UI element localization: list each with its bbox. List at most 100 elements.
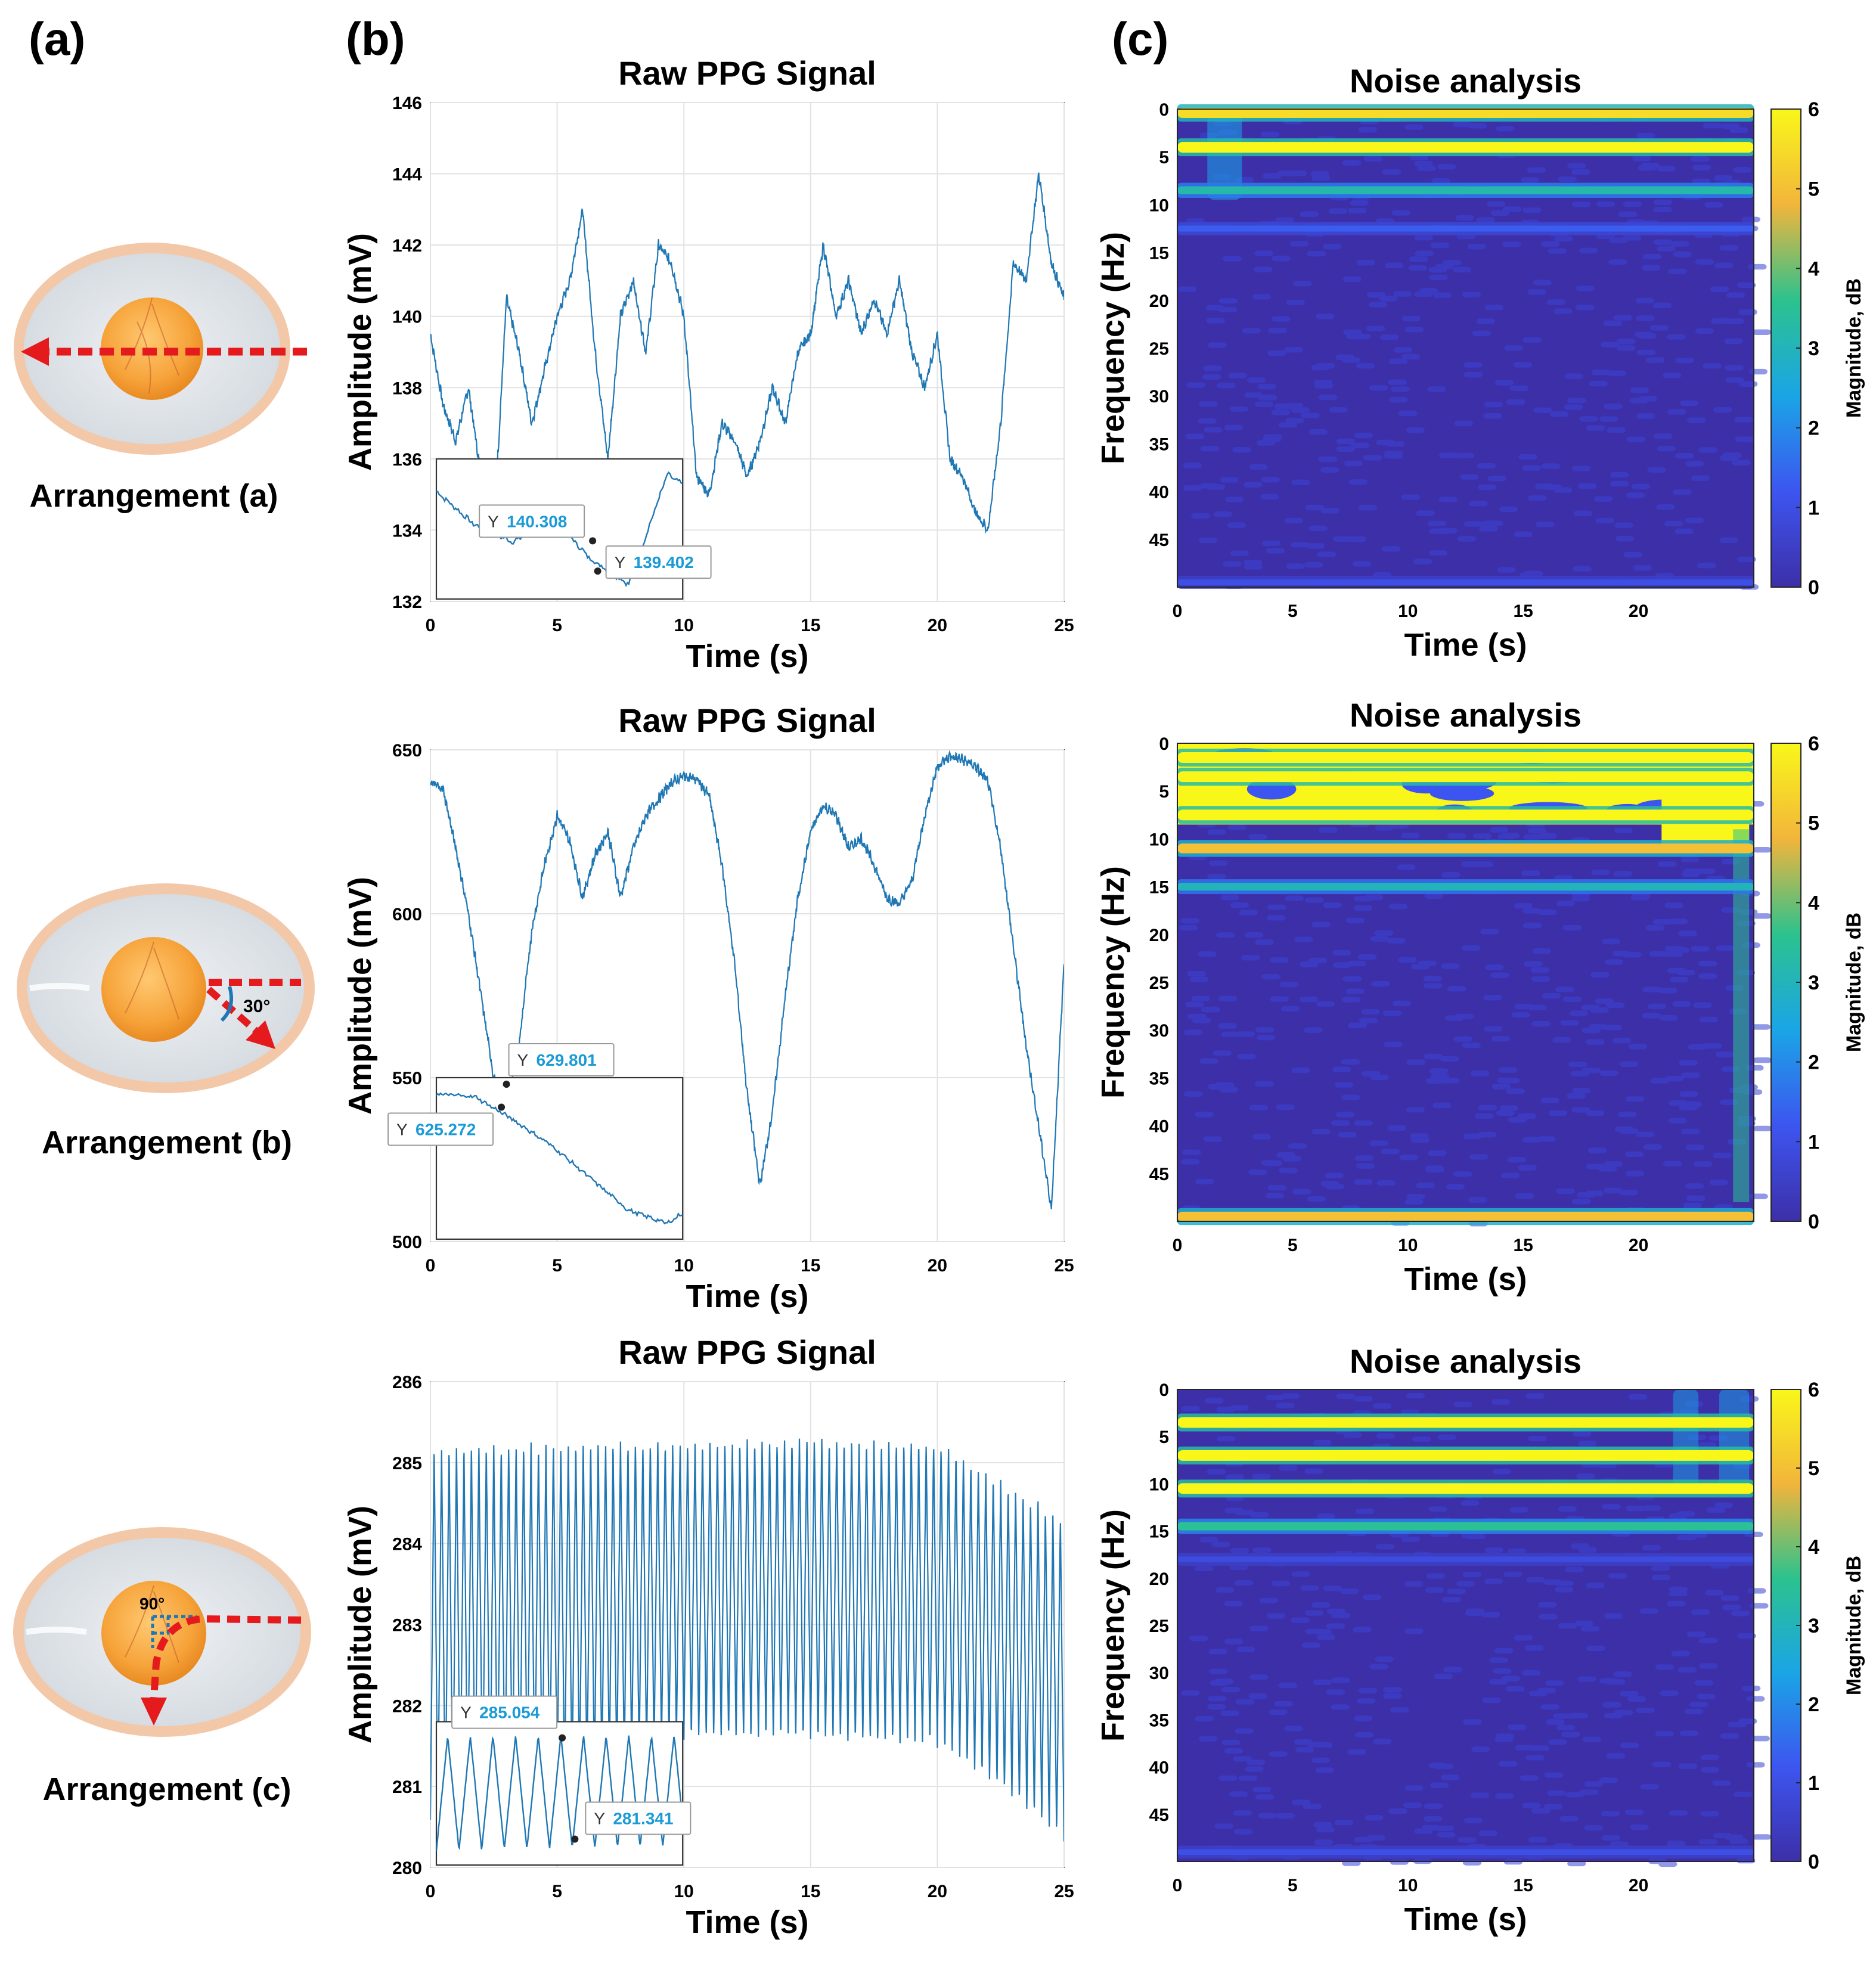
- heatmap-cell: [1461, 1500, 1480, 1506]
- heatmap-cell: [1710, 286, 1729, 293]
- heatmap-cell: [1559, 1816, 1579, 1822]
- heatmap-cell: [1326, 1689, 1345, 1695]
- heatmap-cell: [1576, 305, 1595, 311]
- heatmap-cell: [1452, 266, 1472, 273]
- heatmap-cell: [1558, 176, 1577, 182]
- heatmap-cell: [1428, 1506, 1447, 1512]
- heatmap-cell: [1474, 1113, 1494, 1119]
- heatmap-cell: [1401, 315, 1421, 322]
- heatmap-cell: [1290, 542, 1310, 548]
- heatmap-cell: [1725, 365, 1744, 371]
- heatmap-cell: [1685, 1183, 1704, 1189]
- frequency-band: [1177, 107, 1754, 118]
- heatmap-cell: [1518, 1165, 1537, 1171]
- heatmap-cell: [1441, 963, 1460, 969]
- heatmap-cell: [1610, 471, 1629, 478]
- heatmap-cell: [1391, 386, 1410, 392]
- heatmap-cell: [1382, 1010, 1401, 1016]
- heatmap-cell: [1313, 1629, 1332, 1635]
- heatmap-cell: [1431, 178, 1450, 184]
- heatmap-cell: [1427, 1573, 1446, 1579]
- heatmap-cell: [1268, 327, 1287, 334]
- heatmap-cell: [1746, 1762, 1765, 1768]
- heatmap-cell: [1345, 917, 1365, 924]
- heatmap-cell: [1599, 416, 1618, 422]
- x-tick-label: 25: [1054, 1882, 1074, 1901]
- heatmap-cell: [1606, 1753, 1626, 1759]
- datatip-marker: [498, 1103, 506, 1111]
- heatmap-cell: [1463, 1719, 1482, 1725]
- heatmap-cell: [1285, 895, 1304, 901]
- heatmap-cell: [1522, 923, 1542, 929]
- heatmap-cell: [1753, 846, 1772, 853]
- heatmap-cell: [1550, 411, 1569, 417]
- heatmap-cell: [1248, 1693, 1267, 1699]
- heatmap-cell: [1447, 1588, 1466, 1594]
- heatmap-cell: [1675, 453, 1694, 459]
- heatmap-cell: [1244, 932, 1264, 938]
- heatmap-cell: [1655, 1730, 1674, 1737]
- heatmap-cell: [1306, 543, 1325, 549]
- heatmap-cell: [1555, 986, 1574, 992]
- datatip-value: 140.308: [507, 512, 567, 530]
- heatmap-cell: [1356, 1163, 1375, 1169]
- heatmap-cell: [1380, 334, 1399, 340]
- x-tick-label: 10: [674, 1882, 694, 1901]
- heatmap-cell: [1229, 406, 1249, 412]
- heatmap-cell: [1556, 901, 1575, 907]
- datatip-value: 139.402: [634, 553, 694, 572]
- heatmap-cell: [1468, 123, 1487, 129]
- heatmap-cell: [1737, 282, 1756, 288]
- heatmap-cell: [1571, 896, 1590, 902]
- heatmap-cell: [1368, 302, 1387, 308]
- datatip-marker: [559, 1734, 566, 1742]
- heatmap-cell: [1224, 1748, 1244, 1754]
- heatmap-cell: [1342, 160, 1362, 166]
- heatmap-cell: [1376, 1433, 1395, 1439]
- datatip: Y 285.054: [451, 1695, 558, 1729]
- heatmap-cell: [1221, 1687, 1241, 1693]
- heatmap-cell: [1198, 951, 1217, 957]
- heatmap-cell: [1414, 160, 1433, 167]
- heatmap-cell: [1601, 1811, 1620, 1817]
- x-tick-label: 20: [1629, 1876, 1648, 1895]
- datatip-box: [585, 1801, 692, 1835]
- heatmap-cell: [1654, 433, 1673, 439]
- heatmap-cell: [1209, 860, 1228, 866]
- heatmap-cell: [1462, 1571, 1481, 1578]
- heatmap-cell: [1614, 522, 1633, 528]
- frequency-band: [1177, 843, 1754, 854]
- heatmap-cell: [1531, 976, 1551, 982]
- heatmap-burst: [1673, 1389, 1699, 1494]
- heatmap-cell: [1406, 1194, 1425, 1200]
- heatmap-cell: [1751, 1024, 1770, 1030]
- heatmap-cell: [1406, 1392, 1425, 1399]
- heatmap-cell: [1506, 399, 1525, 405]
- heatmap-cell: [1371, 980, 1390, 987]
- heatmap-background: [1177, 1389, 1754, 1861]
- colorbar-tick-label: 4: [1808, 1536, 1819, 1559]
- heatmap-cell: [1528, 1004, 1547, 1011]
- heatmap-cell: [1671, 1650, 1690, 1656]
- heatmap-cell: [1398, 957, 1417, 963]
- heatmap-cell: [1514, 903, 1533, 909]
- heatmap-cell: [1223, 256, 1242, 262]
- heatmap-cell: [1252, 1547, 1272, 1553]
- heatmap-cell: [1184, 1091, 1203, 1097]
- heatmap-cell: [1540, 1704, 1559, 1710]
- heatmap-cell: [1698, 447, 1717, 453]
- heatmap-cell: [1263, 173, 1282, 179]
- heatmap-cell: [1539, 1614, 1558, 1619]
- heatmap-cell: [1399, 410, 1418, 417]
- heatmap-cell: [1687, 417, 1706, 423]
- heatmap-cell: [1753, 913, 1772, 919]
- heatmap-cell: [1409, 256, 1428, 262]
- heatmap-cell: [1642, 265, 1661, 271]
- heatmap-frame: [1177, 1389, 1754, 1862]
- heatmap-cell: [1670, 241, 1689, 247]
- heatmap-cell: [1289, 241, 1309, 247]
- heatmap-cell: [1753, 1057, 1772, 1063]
- heatmap-cell: [1493, 1668, 1512, 1674]
- heatmap-cell: [1432, 1102, 1452, 1109]
- heatmap-cell: [1623, 952, 1642, 958]
